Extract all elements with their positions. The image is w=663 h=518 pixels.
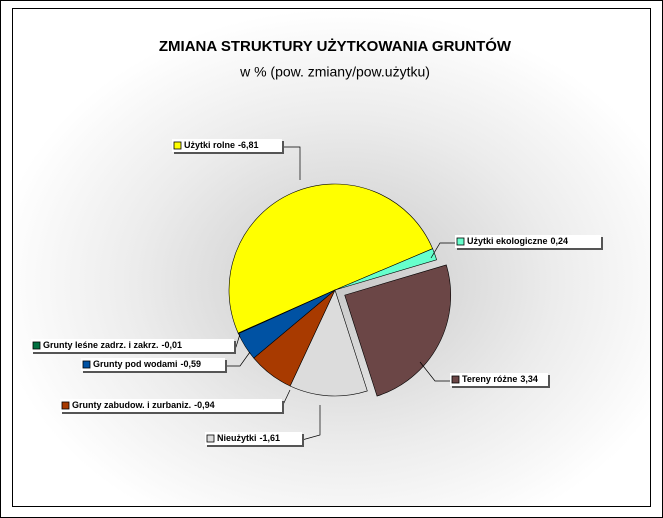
- pie-slice: [237, 289, 336, 334]
- legend-swatch: [451, 375, 460, 384]
- legend-swatch: [206, 434, 215, 443]
- data-label: Użytki rolne -6,81: [184, 140, 259, 150]
- category-label: Grunty zabudow. i zurbaniz.: [72, 400, 191, 410]
- legend-swatch: [82, 360, 91, 369]
- legend-swatch: [456, 237, 465, 246]
- label-box: [81, 358, 225, 371]
- leader-line: [301, 405, 321, 441]
- category-label: Tereny różne: [462, 374, 517, 384]
- data-label: Grunty zabudow. i zurbaniz. -0,94: [72, 400, 215, 410]
- category-label: Użytki ekologiczne: [467, 236, 548, 246]
- category-label: Użytki rolne: [184, 140, 235, 150]
- value-label: -6,81: [238, 140, 259, 150]
- label-box: [455, 235, 601, 248]
- data-label: Nieużytki -1,61: [217, 433, 280, 443]
- value-label: -0,94: [194, 400, 215, 410]
- data-label: Tereny różne 3,34: [462, 374, 538, 384]
- leader-line: [225, 351, 251, 367]
- pie-slice: [334, 248, 437, 291]
- legend-swatch: [61, 401, 70, 410]
- label-box: [172, 139, 282, 152]
- chart-subtitle: w % (pow. zmiany/pow.użytku): [239, 64, 430, 80]
- value-label: 3,34: [520, 374, 538, 384]
- leader-line: [430, 242, 455, 259]
- value-label: 0,24: [551, 236, 569, 246]
- data-label: Użytki ekologiczne 0,24: [467, 236, 568, 246]
- category-label: Grunty pod wodami: [93, 359, 178, 369]
- data-label: Grunty pod wodami -0,59: [93, 359, 201, 369]
- label-box: [205, 432, 302, 445]
- label-box: [31, 339, 234, 352]
- chart-title: ZMIANA STRUKTURY UŻYTKOWANIA GRUNTÓW: [159, 37, 512, 55]
- pie-slice: [344, 264, 452, 397]
- data-label: Grunty leśne zadrz. i zakrz. -0,01: [43, 340, 182, 350]
- legend-swatch: [32, 341, 41, 350]
- legend-swatch: [173, 141, 182, 150]
- value-label: -1,61: [260, 433, 281, 443]
- label-box: [450, 373, 548, 386]
- leader-line: [419, 361, 450, 382]
- value-label: -0,59: [181, 359, 202, 369]
- leader-line: [282, 146, 301, 180]
- category-label: Nieużytki: [217, 433, 257, 443]
- pie-slice: [289, 289, 368, 397]
- label-box: [60, 399, 282, 412]
- value-label: -0,01: [162, 340, 183, 350]
- category-label: Grunty leśne zadrz. i zakrz.: [43, 340, 159, 350]
- pie-slice: [228, 183, 434, 334]
